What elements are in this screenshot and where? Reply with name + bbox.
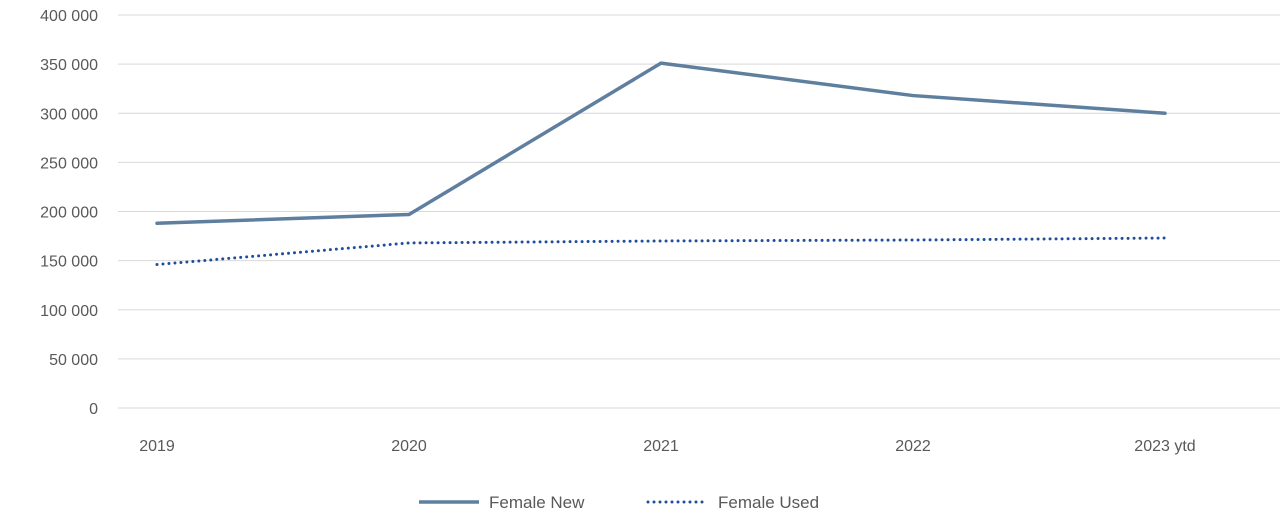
y-tick-label: 250 000 xyxy=(40,155,98,172)
y-tick-label: 50 000 xyxy=(49,352,98,369)
y-axis-ticks: 0 50 000 100 000 150 000 200 000 250 000 300 0… xyxy=(40,8,98,418)
series-line-female-used xyxy=(155,236,1167,267)
series-line-female-new xyxy=(155,61,1167,226)
series-lines xyxy=(155,61,1167,267)
x-tick-label: 2019 xyxy=(139,438,175,455)
y-tick-label: 150 000 xyxy=(40,254,98,271)
legend-label-female-used: Female Used xyxy=(718,493,819,512)
gridlines xyxy=(118,14,1280,409)
x-axis-ticks: 2019 2020 2021 2022 2023 ytd xyxy=(139,438,1195,455)
y-tick-label: 0 xyxy=(89,401,98,418)
legend: Female New Female Used xyxy=(419,493,819,512)
x-tick-label: 2020 xyxy=(391,438,427,455)
y-tick-label: 100 000 xyxy=(40,303,98,320)
x-tick-label: 2021 xyxy=(643,438,679,455)
x-tick-label: 2023 ytd xyxy=(1134,438,1195,455)
y-tick-label: 300 000 xyxy=(40,106,98,123)
y-tick-label: 200 000 xyxy=(40,205,98,222)
y-tick-label: 350 000 xyxy=(40,57,98,74)
legend-label-female-new: Female New xyxy=(489,493,585,512)
y-tick-label: 400 000 xyxy=(40,8,98,25)
x-tick-label: 2022 xyxy=(895,438,931,455)
